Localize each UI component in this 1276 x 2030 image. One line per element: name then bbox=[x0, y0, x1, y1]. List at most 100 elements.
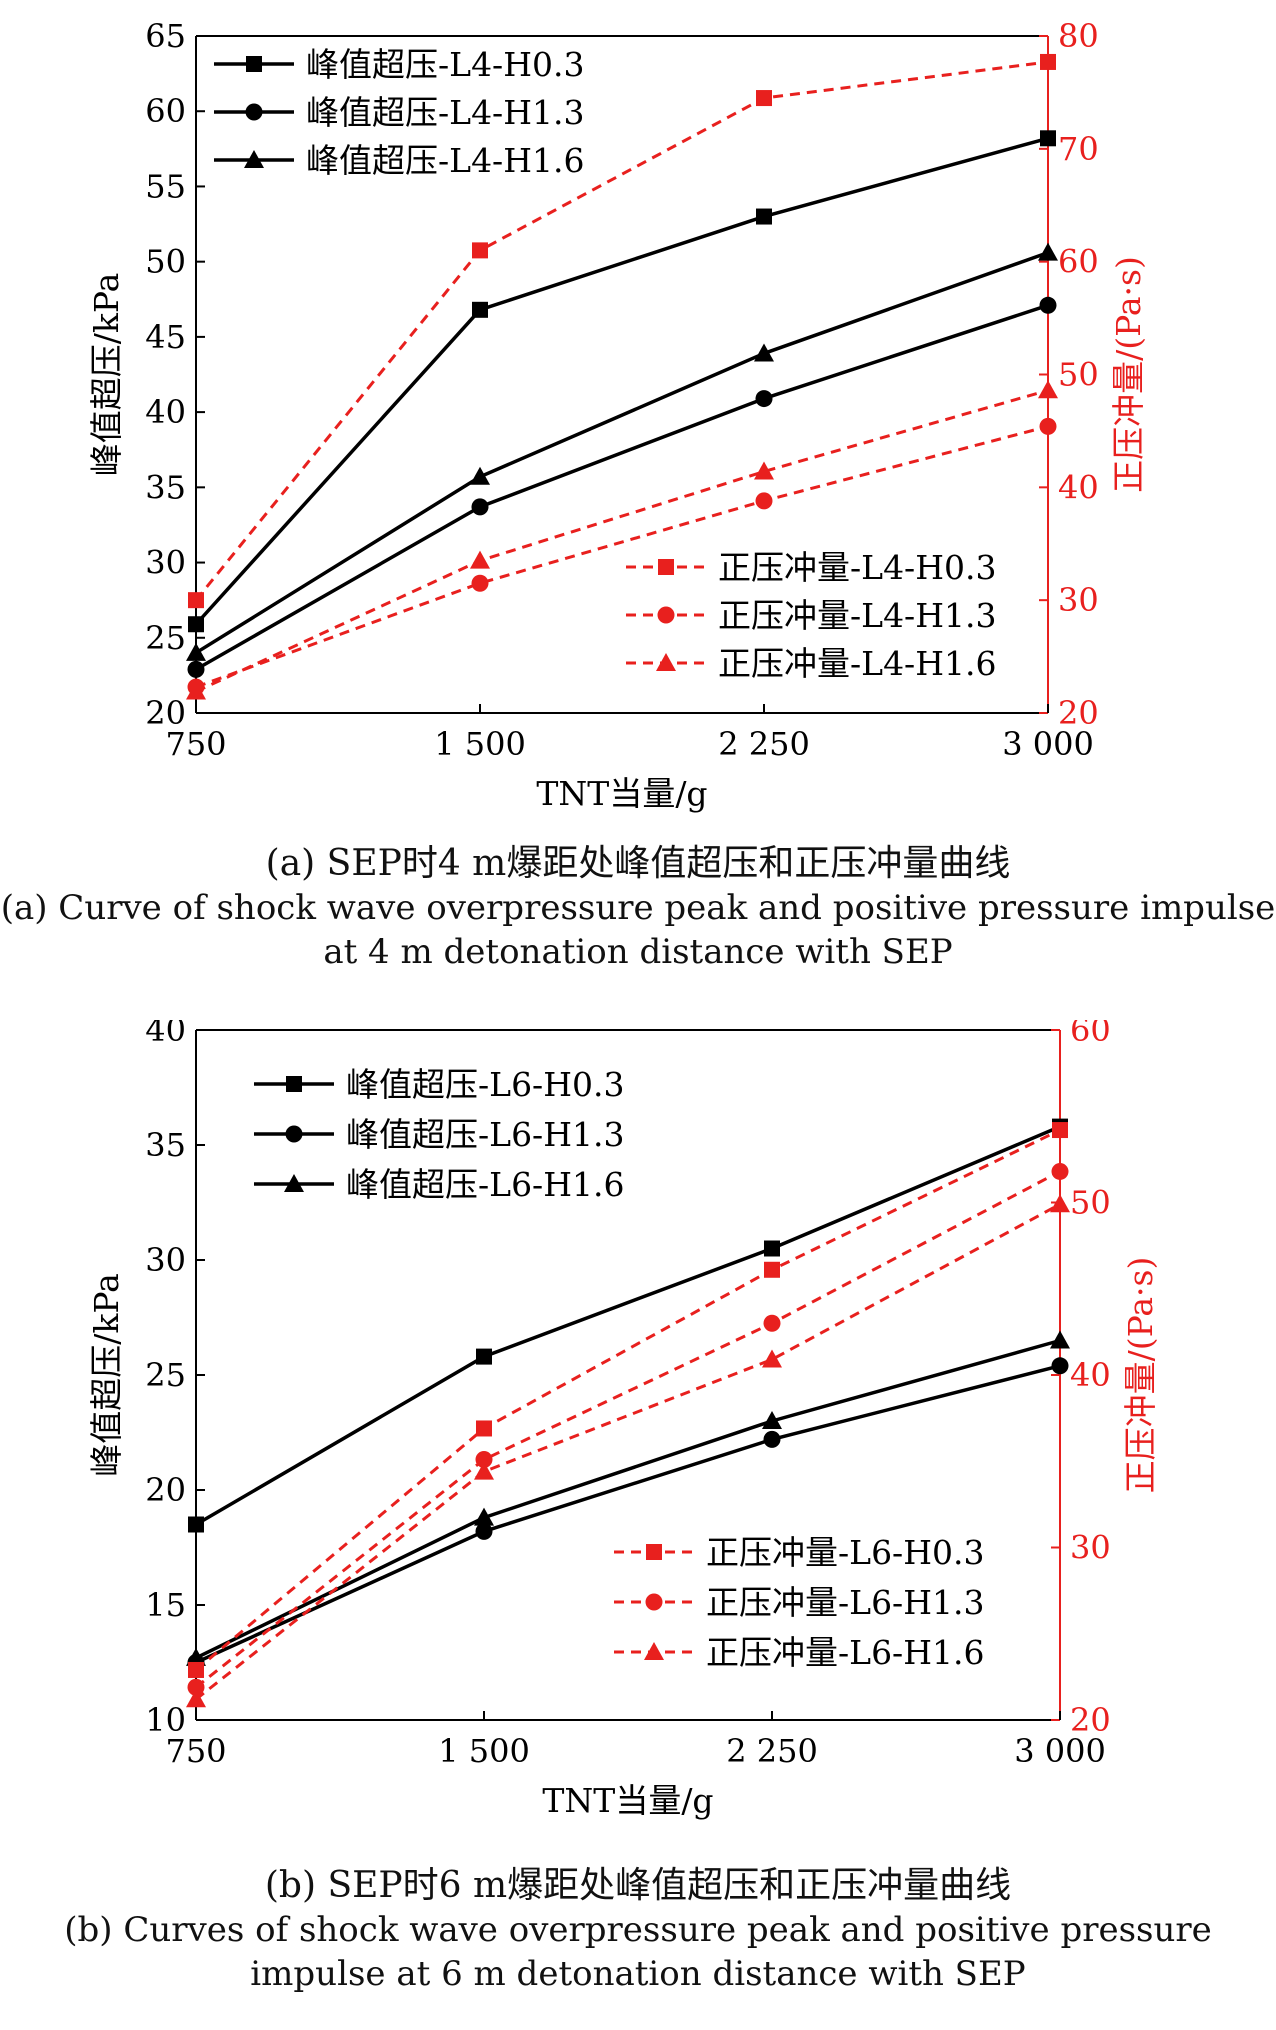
series-a-3 bbox=[186, 242, 1058, 661]
legend-marker bbox=[244, 150, 264, 168]
legend-marker bbox=[656, 653, 676, 671]
data-point bbox=[470, 466, 490, 485]
legend-marker bbox=[657, 606, 675, 624]
legend-marker bbox=[658, 559, 674, 575]
legend-label: 峰值超压-L4-H1.6 bbox=[306, 141, 584, 180]
y-tick-label-right: 20 bbox=[1070, 1701, 1111, 1739]
y-tick-label-left: 40 bbox=[145, 393, 186, 431]
series-line bbox=[194, 136, 1049, 626]
y-tick-label-right: 50 bbox=[1058, 356, 1099, 394]
y-tick-label-right: 40 bbox=[1070, 1356, 1111, 1394]
x-tick-label: 750 bbox=[165, 1732, 226, 1770]
x-tick-label: 2 250 bbox=[718, 725, 810, 763]
legend-label: 峰值超压-L4-H0.3 bbox=[306, 45, 584, 84]
data-point bbox=[187, 1678, 205, 1696]
data-point bbox=[188, 1661, 204, 1678]
data-point bbox=[472, 301, 488, 318]
data-point bbox=[763, 1314, 781, 1332]
y-tick-label-right: 30 bbox=[1070, 1529, 1111, 1567]
series-line bbox=[195, 303, 1049, 671]
data-point bbox=[471, 498, 489, 516]
series-b-3 bbox=[186, 1330, 1070, 1666]
legend-marker bbox=[645, 1593, 663, 1611]
series-b-2 bbox=[187, 1357, 1069, 1671]
x-tick-label: 1 500 bbox=[438, 1732, 530, 1770]
y-axis-title-right: 正压冲量/(Pa·s) bbox=[1109, 256, 1148, 493]
legend-label: 峰值超压-L6-H1.3 bbox=[346, 1115, 624, 1154]
data-point bbox=[475, 1451, 493, 1469]
data-point bbox=[763, 1430, 781, 1448]
legend-impulse: 正压冲量-L4-H0.3 正压冲量-L4-H1.3 正压冲量-L4-H1.6 bbox=[626, 548, 996, 683]
x-axis-title: TNT当量/g bbox=[536, 774, 707, 813]
y-tick-label-left: 20 bbox=[145, 1471, 186, 1509]
data-point bbox=[1050, 1194, 1070, 1213]
y-tick-label-left: 50 bbox=[145, 243, 186, 281]
y-tick-label-right: 80 bbox=[1058, 17, 1099, 55]
y-axis-title-left: 峰值超压/kPa bbox=[87, 1273, 126, 1477]
data-point bbox=[762, 1411, 782, 1429]
data-point bbox=[188, 592, 204, 609]
x-tick-label: 3 000 bbox=[1002, 725, 1094, 763]
legend-label: 峰值超压-L6-H0.3 bbox=[346, 1065, 624, 1104]
y-tick-label-right: 70 bbox=[1058, 130, 1099, 168]
data-point bbox=[1052, 1122, 1068, 1139]
legend-marker bbox=[245, 103, 263, 121]
data-point bbox=[187, 660, 205, 678]
data-point bbox=[186, 1647, 206, 1666]
data-point bbox=[472, 242, 488, 259]
y-axis-title-right: 正压冲量/(Pa·s) bbox=[1121, 1257, 1160, 1494]
series-b-4 bbox=[188, 1122, 1068, 1678]
y-tick-label-left: 25 bbox=[145, 1356, 186, 1394]
data-point bbox=[1051, 1357, 1069, 1375]
data-point bbox=[754, 461, 774, 480]
data-point bbox=[754, 343, 774, 362]
legend-label: 正压冲量-L6-H1.3 bbox=[706, 1583, 984, 1622]
series-b-5 bbox=[187, 1162, 1069, 1696]
x-tick-label: 1 500 bbox=[434, 725, 526, 763]
legend-label: 正压冲量-L6-H1.6 bbox=[706, 1633, 984, 1672]
series-line bbox=[195, 1202, 1061, 1701]
series-line bbox=[195, 1128, 1061, 1672]
legend-marker bbox=[646, 1544, 662, 1560]
y-tick-label-right: 60 bbox=[1070, 1020, 1111, 1049]
legend-marker bbox=[644, 1642, 664, 1660]
data-point bbox=[1040, 130, 1056, 147]
series-line bbox=[194, 60, 1049, 602]
data-point bbox=[470, 550, 490, 569]
legend-label: 峰值超压-L4-H1.3 bbox=[306, 93, 584, 132]
legend-overpressure: 峰值超压-L6-H0.3 峰值超压-L6-H1.3 峰值超压-L6-H1.6 bbox=[254, 1065, 624, 1204]
y-tick-label-right: 60 bbox=[1058, 243, 1099, 281]
x-tick-label: 3 000 bbox=[1014, 1732, 1106, 1770]
data-point bbox=[1040, 53, 1056, 70]
data-point bbox=[474, 1507, 494, 1526]
y-tick-label-left: 40 bbox=[145, 1020, 186, 1049]
legend-overpressure: 峰值超压-L4-H0.3 峰值超压-L4-H1.3 峰值超压-L4-H1.6 bbox=[214, 45, 584, 180]
data-point bbox=[476, 1420, 492, 1437]
data-point bbox=[762, 1349, 782, 1368]
series-line bbox=[195, 1338, 1061, 1660]
data-point bbox=[1050, 1330, 1070, 1349]
legend-marker bbox=[285, 1125, 303, 1143]
data-point bbox=[471, 574, 489, 592]
y-tick-label-left: 30 bbox=[145, 1241, 186, 1279]
data-point bbox=[188, 616, 204, 633]
legend-label: 峰值超压-L6-H1.6 bbox=[346, 1165, 624, 1204]
y-tick-label-left: 35 bbox=[145, 1126, 186, 1164]
data-point bbox=[1038, 380, 1058, 399]
legend-label: 正压冲量-L6-H0.3 bbox=[706, 1533, 984, 1572]
y-tick-label-right: 40 bbox=[1058, 468, 1099, 506]
data-point bbox=[476, 1348, 492, 1365]
y-axis-title-left: 峰值超压/kPa bbox=[87, 273, 126, 477]
data-point bbox=[1039, 296, 1057, 314]
y-tick-label-left: 35 bbox=[145, 468, 186, 506]
caption-b-en: (b) Curves of shock wave overpressure pe… bbox=[64, 1910, 1212, 1994]
legend-label: 正压冲量-L4-H0.3 bbox=[718, 548, 996, 587]
series-line bbox=[195, 388, 1049, 693]
legend-marker bbox=[284, 1174, 304, 1192]
x-tick-label: 2 250 bbox=[726, 1732, 818, 1770]
y-tick-label-left: 55 bbox=[145, 167, 186, 205]
legend-marker bbox=[246, 56, 262, 72]
y-tick-label-right: 20 bbox=[1058, 694, 1099, 732]
data-point bbox=[1038, 242, 1058, 261]
data-point bbox=[474, 1461, 494, 1480]
